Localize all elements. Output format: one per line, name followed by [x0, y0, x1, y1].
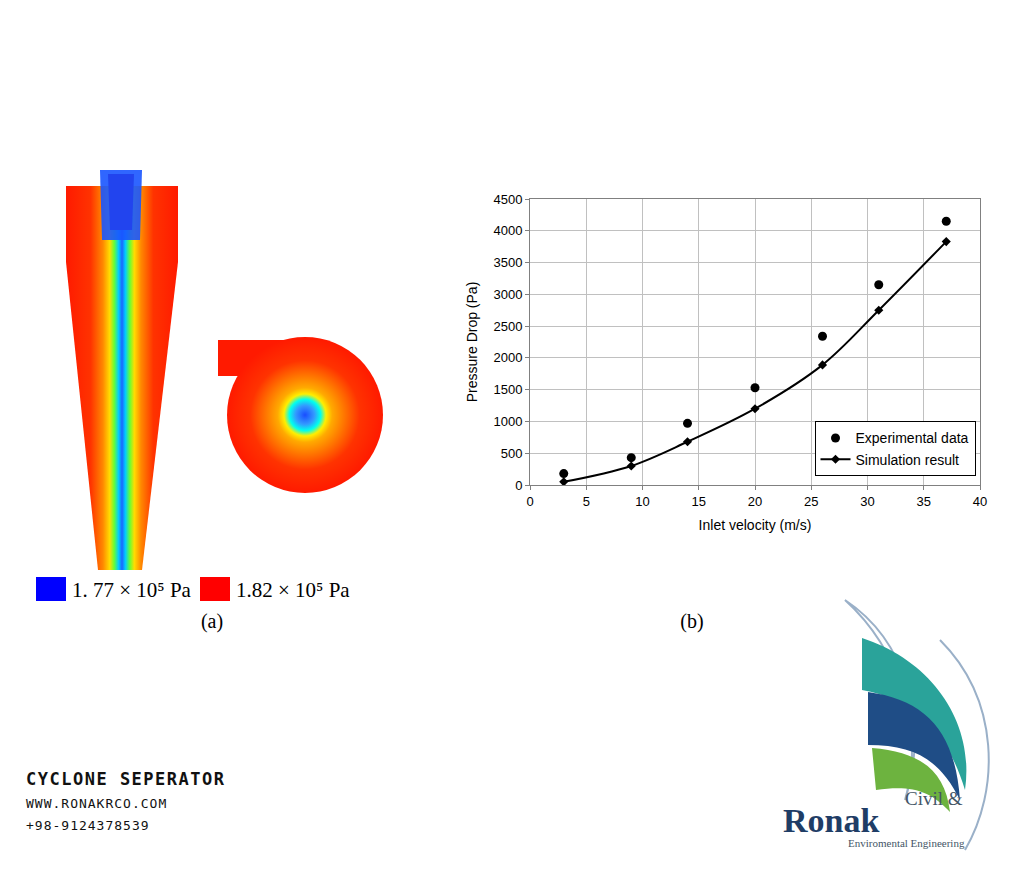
- svg-text:25: 25: [804, 494, 818, 509]
- svg-text:15: 15: [692, 494, 706, 509]
- svg-text:3500: 3500: [493, 255, 522, 270]
- svg-text:(b): (b): [680, 610, 703, 633]
- svg-text:35: 35: [917, 494, 931, 509]
- svg-text:CYCLONE SEPERATOR: CYCLONE SEPERATOR: [26, 769, 226, 789]
- svg-text:Civil &: Civil &: [905, 788, 963, 809]
- svg-text:+98-9124378539: +98-9124378539: [26, 818, 150, 833]
- svg-text:30: 30: [860, 494, 874, 509]
- svg-text:WWW.RONAKRCO.COM: WWW.RONAKRCO.COM: [26, 796, 167, 811]
- svg-text:Experimental data: Experimental data: [856, 430, 969, 446]
- svg-text:Enviromental Engineering: Enviromental Engineering: [848, 837, 965, 849]
- svg-text:2000: 2000: [493, 350, 522, 365]
- svg-text:3000: 3000: [493, 287, 522, 302]
- svg-text:1. 77 × 10⁵ Pa: 1. 77 × 10⁵ Pa: [72, 578, 192, 602]
- svg-text:40: 40: [973, 494, 987, 509]
- svg-text:0: 0: [526, 494, 533, 509]
- svg-text:Ronak: Ronak: [783, 802, 879, 839]
- svg-text:5: 5: [583, 494, 590, 509]
- svg-text:Simulation result: Simulation result: [856, 452, 960, 468]
- svg-text:4000: 4000: [493, 223, 522, 238]
- svg-text:4500: 4500: [493, 192, 522, 207]
- svg-text:(a): (a): [201, 610, 223, 633]
- svg-text:Inlet velocity (m/s): Inlet velocity (m/s): [699, 517, 812, 533]
- svg-text:0: 0: [515, 478, 522, 493]
- svg-text:2500: 2500: [493, 319, 522, 334]
- svg-text:Pressure Drop (Pa): Pressure Drop (Pa): [464, 282, 480, 403]
- svg-text:10: 10: [635, 494, 649, 509]
- svg-text:20: 20: [748, 494, 762, 509]
- svg-text:1.82 × 10⁵ Pa: 1.82 × 10⁵ Pa: [236, 578, 350, 602]
- svg-text:1000: 1000: [493, 414, 522, 429]
- svg-text:500: 500: [501, 446, 523, 461]
- svg-text:1500: 1500: [493, 382, 522, 397]
